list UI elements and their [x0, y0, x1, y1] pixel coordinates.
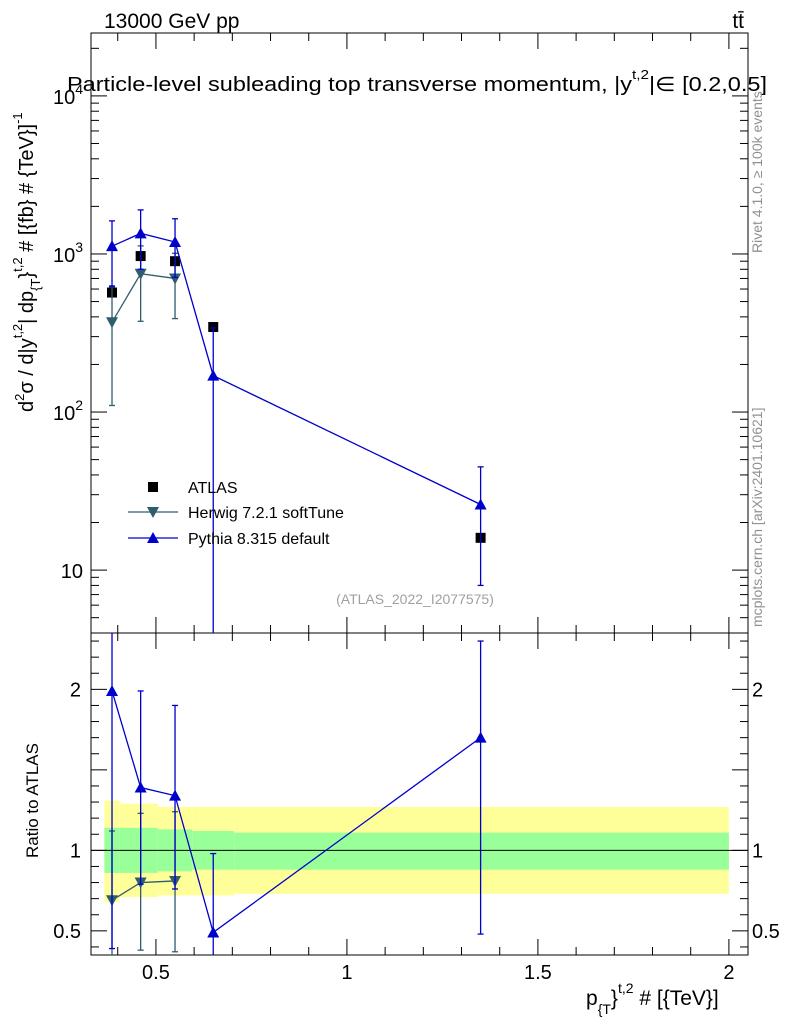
main-point-herwig	[134, 268, 147, 280]
y-tick-label-right: 1	[752, 840, 763, 862]
ratio-point-pythia	[134, 781, 147, 793]
ratio-point-pythia	[207, 926, 220, 938]
legend-label-herwig: Herwig 7.2.1 softTune	[188, 505, 344, 522]
y-tick-label: 2	[70, 679, 81, 701]
ratio-point-pythia	[169, 789, 182, 801]
legend-marker-herwig	[147, 507, 159, 518]
main-axes: 10 102 103 104	[53, 33, 748, 634]
ratio-uncertainty-bands	[104, 800, 729, 902]
legend-marker-atlas	[148, 482, 158, 492]
legend-marker-pythia	[147, 532, 159, 543]
process-label: tt̄	[732, 10, 744, 33]
legend-label-pythia: Pythia 8.315 default	[188, 531, 330, 548]
x-tick-label: 0.5	[142, 962, 170, 984]
main-point-pythia	[207, 369, 220, 381]
y-tick-label: 0.5	[53, 921, 81, 943]
x-tick-label: 1	[341, 962, 352, 984]
main-point-herwig	[169, 273, 182, 285]
main-point-pythia	[474, 498, 487, 510]
ratio-point-pythia	[106, 684, 119, 696]
ratio-panel-frame	[90, 632, 749, 956]
main-line-herwig	[111, 273, 176, 323]
legend: ATLAS Herwig 7.2.1 softTune Pythia 8.315…	[128, 480, 344, 548]
analysis-watermark: (ATLAS_2022_I2077575)	[336, 591, 494, 607]
main-line-pythia	[111, 232, 481, 506]
main-ylabel: d2σ / d|yt,2| dp{T}t,2 # [{fb} # {TeV}]-…	[10, 112, 43, 412]
mcplots-side-label: mcplots.cern.ch [arXiv:2401.10621]	[749, 408, 765, 627]
ratio-point-pythia	[474, 731, 487, 743]
main-point-pythia	[106, 240, 119, 252]
main-point-pythia	[134, 227, 147, 239]
y-tick-label: 102	[53, 397, 83, 425]
ratio-xlabel: p{T}t,2 # [{TeV}]	[586, 980, 719, 1017]
y-tick-label: 1	[70, 840, 81, 862]
y-tick-label-right: 0.5	[752, 921, 780, 943]
rivet-side-label: Rivet 4.1.0, ≥ 100k events	[749, 91, 765, 253]
stat-uncertainty-band	[234, 832, 729, 870]
ratio-ylabel: Ratio to ATLAS	[23, 743, 42, 858]
chart-title: Particle-level subleading top transverse…	[67, 67, 767, 96]
main-series	[106, 209, 487, 633]
main-point-atlas	[208, 322, 219, 333]
x-tick-label: 2	[723, 962, 734, 984]
y-tick-label-right: 2	[752, 679, 763, 701]
legend-label-atlas: ATLAS	[188, 480, 238, 497]
y-tick-label: 104	[53, 81, 83, 109]
y-tick-label: 103	[53, 239, 83, 267]
y-tick-label: 10	[61, 561, 83, 583]
ratio-axes: 0.5 0.5 1 1 2 2 0.5 1 1.5 2	[53, 633, 780, 984]
main-point-pythia	[169, 236, 182, 248]
x-tick-label: 1.5	[524, 962, 552, 984]
energy-label: 13000 GeV pp	[104, 10, 239, 33]
ratio-series	[106, 633, 487, 955]
main-point-herwig	[106, 317, 119, 329]
